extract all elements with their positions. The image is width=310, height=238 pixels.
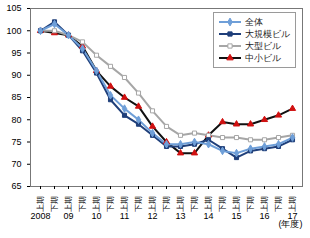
svg-text:(年度): (年度) [279, 219, 303, 229]
svg-text:16: 16 [259, 211, 269, 221]
svg-text:上期: 上期 [120, 196, 129, 212]
svg-text:上期: 上期 [204, 196, 213, 212]
svg-text:105: 105 [6, 3, 21, 13]
svg-text:11: 11 [120, 211, 129, 221]
html-text:大型ビル: 大型ビル [245, 41, 281, 51]
svg-text:上期: 上期 [176, 196, 185, 212]
svg-text:75: 75 [11, 137, 21, 147]
svg-text:14: 14 [203, 211, 213, 221]
svg-text:12: 12 [147, 211, 157, 221]
svg-text:上期: 上期 [232, 196, 241, 212]
svg-text:下期: 下期 [218, 196, 227, 212]
svg-text:下期: 下期 [274, 196, 283, 212]
svg-text:95: 95 [11, 48, 21, 58]
svg-text:上期: 上期 [36, 196, 45, 212]
svg-text:下期: 下期 [106, 196, 115, 212]
svg-text:13: 13 [175, 211, 185, 221]
svg-text:上期: 上期 [288, 196, 297, 212]
svg-text:上期: 上期 [260, 196, 269, 212]
svg-text:10: 10 [91, 211, 101, 221]
svg-text:上期: 上期 [148, 196, 157, 212]
svg-text:下期: 下期 [162, 196, 171, 212]
svg-text:85: 85 [11, 92, 21, 102]
svg-text:17: 17 [287, 210, 298, 221]
svg-text:上期: 上期 [64, 196, 73, 212]
svg-text:90: 90 [11, 70, 21, 80]
svg-text:15: 15 [231, 211, 241, 221]
svg-text:下期: 下期 [190, 196, 199, 212]
svg-text:09: 09 [63, 211, 73, 221]
html-text:全体: 全体 [245, 17, 263, 27]
svg-text:下期: 下期 [246, 196, 255, 212]
svg-text:65: 65 [11, 181, 21, 191]
svg-text:下期: 下期 [50, 196, 59, 212]
svg-text:下期: 下期 [134, 196, 143, 212]
svg-text:70: 70 [11, 159, 21, 169]
html-text:大規模ビル: 大規模ビル [245, 29, 290, 39]
svg-text:上期: 上期 [92, 196, 101, 212]
svg-text:80: 80 [11, 115, 21, 125]
html-text:中小ビル: 中小ビル [245, 53, 281, 63]
svg-text:下期: 下期 [78, 196, 87, 212]
svg-text:2008: 2008 [30, 211, 50, 221]
svg-text:100: 100 [6, 26, 21, 36]
